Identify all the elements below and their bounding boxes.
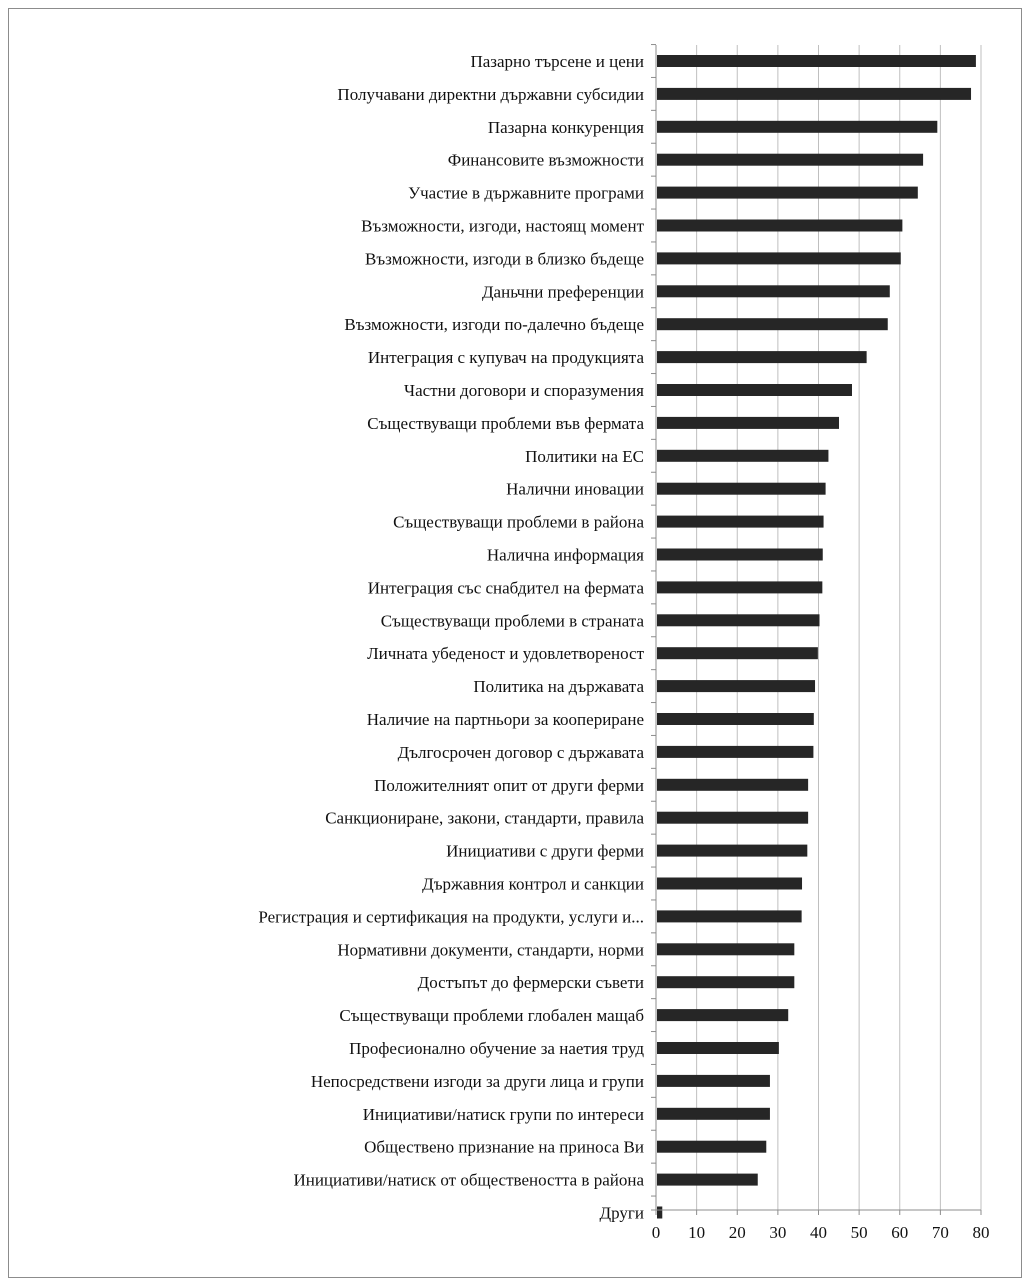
bar bbox=[657, 482, 826, 495]
bar bbox=[657, 548, 823, 561]
category-label: Възможности, изгоди, настоящ момент bbox=[361, 217, 644, 236]
category-label: Получавани директни държавни субсидии bbox=[337, 85, 644, 104]
category-label: Обществено признание на приноса Ви bbox=[364, 1138, 644, 1157]
category-label: Политики на ЕС bbox=[525, 447, 644, 466]
bar bbox=[657, 614, 820, 627]
bar bbox=[657, 778, 809, 791]
bar bbox=[657, 1140, 767, 1153]
category-label: Инициативи/натиск групи по интереси bbox=[363, 1105, 644, 1124]
bar bbox=[657, 285, 890, 298]
bar bbox=[657, 1009, 789, 1022]
x-tick-label: 50 bbox=[851, 1223, 868, 1242]
category-label: Нормативни документи, стандарти, норми bbox=[337, 940, 644, 959]
category-label: Съществуващи проблеми във фермата bbox=[367, 414, 644, 433]
bar bbox=[657, 713, 814, 725]
category-label: Инициативи с други ферми bbox=[446, 842, 644, 861]
category-label: Съществуващи проблеми в района bbox=[393, 513, 644, 532]
bar bbox=[657, 1107, 770, 1120]
category-labels: Пазарно търсене и цени Получавани директн… bbox=[258, 52, 644, 1223]
gridlines bbox=[696, 45, 982, 1210]
bar bbox=[657, 55, 976, 67]
x-tick-label: 30 bbox=[769, 1223, 786, 1242]
bar bbox=[657, 680, 816, 693]
x-tick-label: 10 bbox=[688, 1223, 705, 1242]
bar bbox=[657, 252, 901, 265]
x-tick-label: 40 bbox=[810, 1223, 827, 1242]
category-label: Санкциониране, закони, стандарти, правил… bbox=[325, 809, 644, 828]
category-label: Съществуващи проблеми в страната bbox=[381, 611, 645, 630]
bar bbox=[657, 318, 888, 331]
category-label: Други bbox=[600, 1204, 644, 1223]
bar bbox=[657, 1042, 779, 1054]
x-tick-label: 80 bbox=[973, 1223, 990, 1242]
category-label: Финансовите възможности bbox=[448, 151, 644, 170]
category-label: Положителният опит от други ферми bbox=[374, 776, 644, 795]
bar bbox=[657, 976, 795, 989]
category-label: Възможности, изгоди по-далечно бъдеще bbox=[344, 315, 644, 334]
bar bbox=[657, 910, 802, 923]
bar bbox=[657, 844, 808, 857]
bar bbox=[657, 811, 809, 824]
bar bbox=[657, 877, 803, 890]
bar bbox=[657, 351, 867, 364]
category-label: Интеграция с купувач на продукцията bbox=[368, 348, 645, 367]
axes bbox=[651, 44, 982, 1215]
category-label: Професионално обучение за наетия труд bbox=[349, 1039, 644, 1058]
bar bbox=[657, 449, 829, 462]
category-label: Пазарно търсене и цени bbox=[470, 52, 644, 71]
x-tick-label: 20 bbox=[729, 1223, 746, 1242]
bar bbox=[657, 1173, 758, 1186]
bar bbox=[657, 943, 795, 956]
category-label: Възможности, изгоди в близко бъдеще bbox=[365, 249, 644, 268]
category-label: Пазарна конкуренция bbox=[488, 118, 644, 137]
category-label: Даньчни преференции bbox=[482, 282, 644, 301]
bar bbox=[657, 515, 824, 528]
bar bbox=[657, 186, 918, 199]
category-label: Интеграция със снабдител на фермата bbox=[368, 578, 645, 597]
bars bbox=[657, 55, 976, 1219]
category-label: Непосредствени изгоди за други лица и гр… bbox=[311, 1072, 644, 1091]
category-label: Налична информация bbox=[487, 546, 644, 565]
bar bbox=[657, 120, 938, 133]
category-label: Регистрация и сертификация на продукти, … bbox=[258, 907, 644, 926]
category-label: Инициативи/натиск от обществеността в ра… bbox=[293, 1171, 644, 1190]
bar bbox=[657, 153, 924, 166]
tick-labels: 0 10 20 30 40 50 60 70 80 bbox=[652, 1223, 990, 1242]
bar bbox=[657, 647, 818, 660]
bar bbox=[657, 219, 903, 232]
bar bbox=[657, 745, 814, 758]
bar bbox=[657, 1206, 663, 1219]
category-label: Наличие на партньори за коопериране bbox=[367, 710, 644, 729]
bar bbox=[657, 416, 839, 429]
bar bbox=[657, 1074, 770, 1087]
bar bbox=[657, 384, 852, 396]
chart-frame: Пазарно търсене и цени Получавани директн… bbox=[8, 8, 1022, 1278]
category-label: Държавния контрол и санкции bbox=[422, 875, 644, 894]
bar bbox=[657, 87, 972, 100]
bar bbox=[657, 581, 823, 594]
x-tick-label: 0 bbox=[652, 1223, 661, 1242]
category-label: Личната убеденост и удовлетвореност bbox=[367, 644, 644, 663]
horizontal-bar-chart: Пазарно търсене и цени Получавани директн… bbox=[258, 44, 990, 1242]
category-label: Участие в държавните програми bbox=[408, 184, 644, 203]
category-label: Съществуващи проблеми глобален мащаб bbox=[339, 1006, 644, 1025]
category-label: Частни договори и споразумения bbox=[404, 381, 644, 400]
category-label: Достъпът до фермерски съвети bbox=[418, 973, 644, 992]
category-label: Политика на държавата bbox=[473, 677, 644, 696]
x-tick-label: 70 bbox=[932, 1223, 949, 1242]
category-label: Дългосрочен договор с държавата bbox=[398, 743, 645, 762]
x-tick-label: 60 bbox=[891, 1223, 908, 1242]
category-label: Налични иновации bbox=[506, 480, 644, 499]
